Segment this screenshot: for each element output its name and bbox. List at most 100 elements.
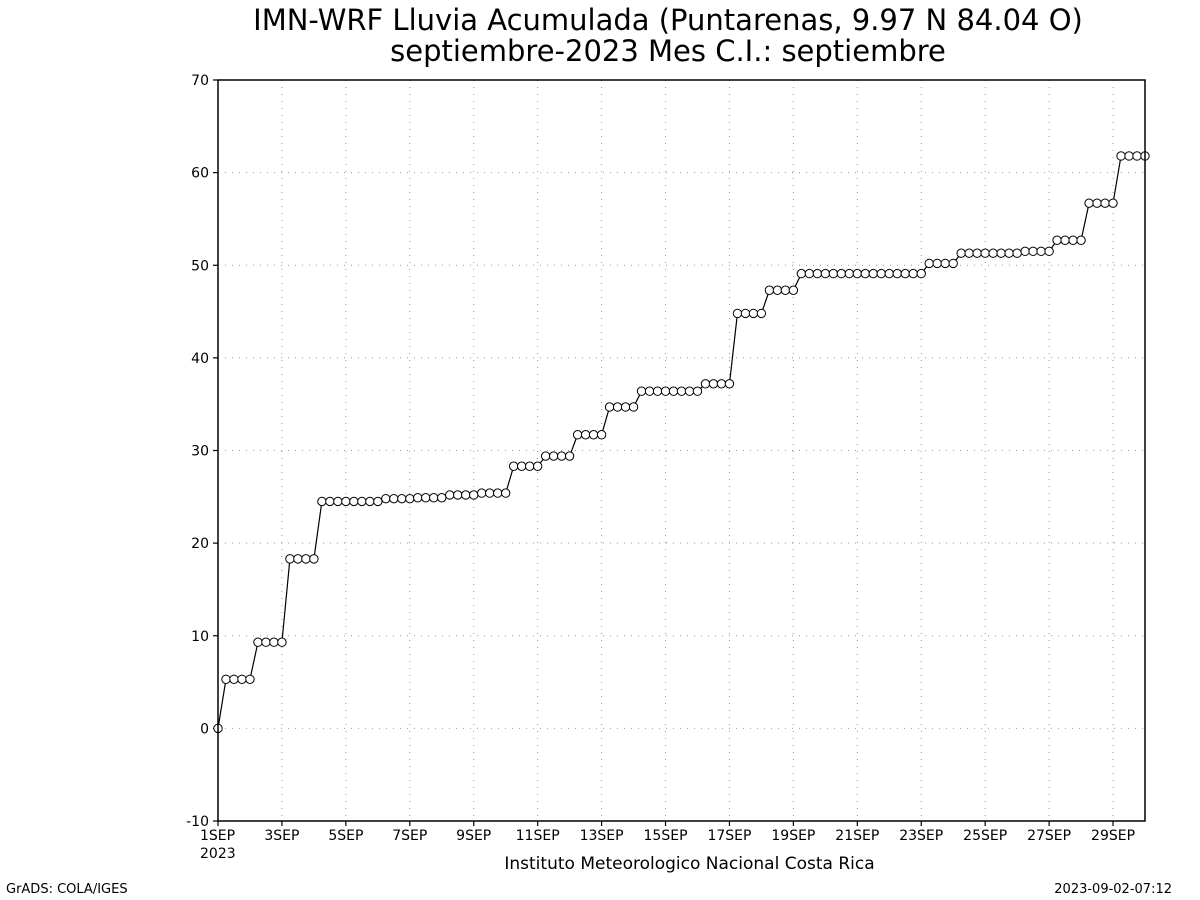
data-point [900, 268, 910, 279]
data-point [469, 490, 479, 500]
data-point [524, 461, 535, 471]
data-point [916, 268, 926, 279]
x-tick-label: 11SEP [516, 828, 560, 844]
data-point [684, 386, 695, 396]
data-point [612, 402, 623, 412]
data-point [796, 268, 807, 279]
y-tick-label: 20 [191, 536, 209, 552]
data-point [564, 451, 575, 461]
data-point [708, 379, 719, 389]
data-point [748, 308, 759, 319]
data-point [381, 493, 391, 504]
data-point [788, 285, 799, 295]
data-point [892, 268, 902, 279]
x-tick-label: 23SEP [899, 828, 943, 844]
data-point [493, 488, 503, 498]
data-point [644, 386, 655, 396]
data-point [485, 488, 495, 498]
data-point [908, 268, 918, 279]
x-tick-sublabel: 2023 [200, 846, 236, 862]
plot-frame [217, 79, 1146, 822]
x-tick-label: 3SEP [264, 828, 299, 844]
data-point [269, 637, 279, 647]
data-point [373, 496, 383, 507]
data-point [325, 496, 335, 507]
data-point [980, 248, 990, 258]
data-point [988, 248, 998, 258]
data-point [309, 554, 319, 564]
data-point [588, 430, 599, 440]
data-point [540, 451, 551, 461]
data-point [429, 493, 439, 503]
chart-title-line1: IMN-WRF Lluvia Acumulada (Puntarenas, 9.… [253, 3, 1083, 37]
data-point [508, 461, 519, 471]
data-point [700, 379, 711, 389]
data-point [437, 493, 447, 503]
y-tick-label: 60 [191, 166, 209, 182]
x-tick-label: 1SEP [200, 828, 235, 844]
data-point [1108, 198, 1118, 208]
y-tick-label: 10 [191, 629, 209, 645]
data-point [756, 308, 767, 319]
data-point [317, 496, 327, 507]
data-point [397, 493, 407, 504]
x-tick-label: 13SEP [580, 828, 624, 844]
data-point [604, 402, 615, 412]
data-point [1076, 235, 1086, 245]
series-line [217, 155, 1145, 729]
data-point [964, 248, 974, 258]
data-point [884, 268, 894, 279]
data-point [932, 258, 942, 269]
data-point [221, 674, 231, 684]
data-point [421, 493, 431, 503]
x-tick-label: 29SEP [1091, 828, 1135, 844]
data-point [860, 268, 870, 279]
data-point [716, 379, 727, 389]
data-point [1004, 248, 1014, 258]
footer-timestamp: 2023-09-02-07:12 [1054, 882, 1172, 897]
data-point [676, 386, 687, 396]
y-tick-label: 30 [191, 444, 209, 460]
data-point [237, 674, 247, 684]
data-point [556, 451, 567, 461]
x-tick-label: 19SEP [771, 828, 815, 844]
data-point [1020, 246, 1030, 257]
data-point [668, 386, 679, 396]
data-point [461, 490, 471, 500]
data-point [804, 268, 815, 279]
data-point [596, 430, 607, 440]
data-point [1132, 151, 1142, 161]
data-point [349, 496, 359, 507]
data-point [1028, 246, 1038, 257]
data-point [580, 430, 591, 440]
data-point [724, 379, 735, 389]
data-point [660, 386, 671, 396]
data-point [1012, 248, 1022, 258]
y-tick-label: 40 [191, 351, 209, 367]
data-point [1052, 235, 1062, 245]
data-point [1124, 151, 1134, 161]
x-axis-label: Instituto Meteorologico Nacional Costa R… [504, 854, 874, 874]
data-point [245, 674, 255, 684]
data-point [876, 268, 886, 279]
data-point [548, 451, 559, 461]
x-tick-label: 9SEP [456, 828, 491, 844]
footer-credit: GrADS: COLA/IGES [6, 882, 128, 897]
data-point [1068, 235, 1078, 245]
data-point [836, 268, 847, 279]
data-point [572, 430, 583, 440]
x-tick-label: 7SEP [392, 828, 427, 844]
y-tick-label: -10 [186, 814, 209, 830]
data-point [532, 461, 543, 471]
data-point [1092, 198, 1102, 208]
data-point [868, 268, 878, 279]
data-point [844, 268, 855, 279]
data-point [516, 461, 527, 471]
data-point [1036, 246, 1046, 257]
x-tick-label: 17SEP [707, 828, 751, 844]
data-point [1044, 246, 1054, 257]
y-tick-label: 70 [191, 73, 209, 89]
data-point [812, 268, 823, 279]
data-point [477, 488, 487, 498]
data-point [1100, 198, 1110, 208]
